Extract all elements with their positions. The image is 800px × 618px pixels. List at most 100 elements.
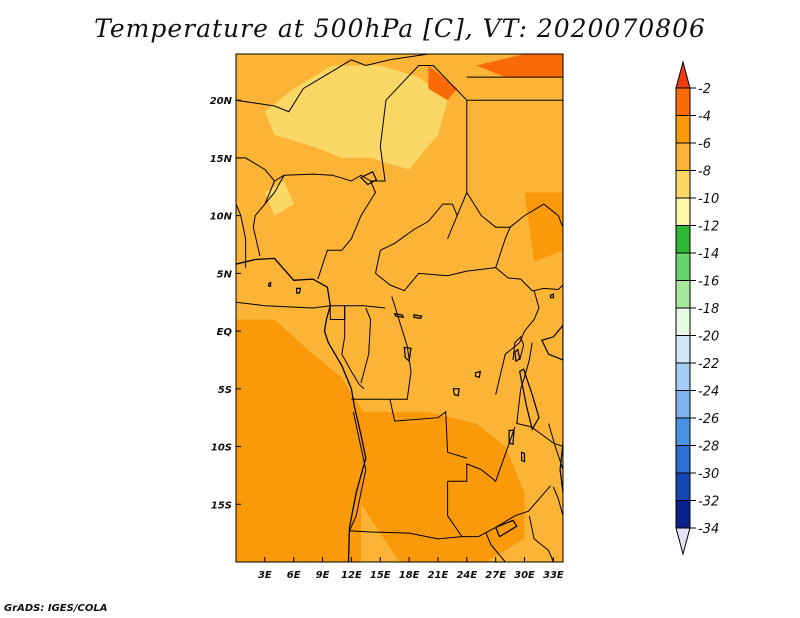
- lake-6: [296, 287, 302, 294]
- border-line-3: [264, 174, 285, 205]
- lat-tick-label: 10S: [211, 443, 232, 454]
- map-frame: [235, 53, 564, 563]
- lon-tick-label: 30E: [514, 570, 535, 581]
- colorbar-bottom-arrow: [675, 527, 691, 556]
- border-line-17: [447, 426, 516, 483]
- border-line-13: [375, 203, 458, 274]
- border-line-22: [466, 192, 511, 268]
- colorbar-box: [675, 362, 691, 391]
- border-line-30: [512, 335, 525, 361]
- colorbar-box: [675, 115, 691, 144]
- border-line-26: [552, 486, 563, 516]
- latitude-axis: 20N 15N 10N 5N EQ 5S 10S 15S: [210, 96, 241, 511]
- border-line-14: [389, 296, 412, 400]
- border-line-16: [348, 411, 479, 540]
- colorbar: -2 -4 -6 -8 -10 -12 -14 -16 -18 -20 -22 -24 -26 -28 -3…: [675, 60, 719, 556]
- lat-tick-label: 15N: [210, 154, 233, 165]
- coastlines: [236, 257, 367, 562]
- border-line-1: [370, 65, 468, 239]
- colorbar-label: -2: [698, 82, 711, 97]
- temperature-region-1: [264, 65, 448, 170]
- border-line-12: [375, 267, 496, 292]
- colorbar-label: -14: [698, 247, 719, 262]
- border-line-15: [351, 398, 467, 459]
- lake-13: [508, 429, 515, 445]
- lake-1: [514, 348, 521, 363]
- border-line-5: [236, 203, 247, 268]
- border-line-31: [528, 515, 554, 562]
- colorbar-box: [675, 280, 691, 309]
- colorbar-box: [675, 500, 691, 529]
- lake-11: [474, 370, 482, 379]
- lon-tick-label: 12E: [341, 570, 362, 581]
- lat-tick-label: 5S: [218, 385, 232, 396]
- lake-14: [520, 451, 526, 463]
- lon-tick-label: 9E: [316, 570, 330, 581]
- lake-9: [413, 314, 423, 320]
- border-line-24: [520, 342, 533, 389]
- colorbar-label: -10: [698, 192, 719, 207]
- lon-tick-label: 6E: [287, 570, 301, 581]
- colorbar-label: -8: [698, 165, 711, 180]
- lake-4: [494, 519, 518, 538]
- lake-3: [559, 443, 563, 493]
- temperature-region-10: [428, 65, 458, 101]
- colorbar-box: [675, 335, 691, 364]
- colorbar-label: -24: [698, 385, 719, 400]
- lon-tick-label: 18E: [399, 570, 420, 581]
- lake-8: [393, 313, 405, 318]
- temperature-region-2: [264, 181, 294, 216]
- lake-2: [540, 324, 563, 361]
- colorbar-box: [675, 472, 691, 501]
- lake-10: [403, 346, 412, 363]
- map-title: Temperature at 500hPa [C], VT: 202007080…: [94, 14, 706, 43]
- longitude-axis: 3E 6E 9E 12E 15E 18E 21E 24E 27E 30E 33E: [258, 557, 564, 581]
- country-borders: [236, 54, 563, 562]
- border-line-0: [236, 157, 371, 182]
- temperature-region-5: [322, 308, 361, 366]
- border-line-4: [317, 180, 377, 280]
- colorbar-label: -30: [698, 467, 719, 482]
- border-line-32: [485, 532, 506, 562]
- colorbar-label: -26: [698, 412, 719, 427]
- lon-tick-label: 21E: [428, 570, 449, 581]
- lake-5: [359, 170, 378, 186]
- border-line-7: [365, 54, 429, 66]
- lon-tick-label: 24E: [456, 570, 477, 581]
- temperature-region-7: [236, 319, 371, 562]
- lat-tick-label: 15S: [211, 500, 232, 511]
- colorbar-box: [675, 252, 691, 281]
- lon-tick-label: 33E: [543, 570, 564, 581]
- border-line-2: [252, 180, 275, 257]
- colorbar-label: -34: [698, 522, 719, 537]
- temperature-region-6: [505, 423, 554, 482]
- coastline-0: [236, 257, 367, 562]
- colorbar-box: [675, 307, 691, 336]
- border-line-10: [341, 305, 365, 390]
- border-line-21: [533, 284, 563, 292]
- lake-12: [452, 388, 460, 397]
- colorbar-box: [675, 417, 691, 446]
- temperature-region-11: [476, 54, 563, 78]
- colorbar-label: -12: [698, 220, 719, 235]
- colorbar-label: -4: [698, 110, 711, 125]
- border-line-18: [447, 481, 463, 537]
- colorbar-box: [675, 225, 691, 254]
- colorbar-label: -22: [698, 357, 719, 372]
- colorbar-box: [675, 87, 691, 116]
- lat-tick-label: 20N: [210, 96, 233, 107]
- colorbar-label: -16: [698, 275, 719, 290]
- colorbar-box: [675, 445, 691, 474]
- temperature-region-8: [351, 411, 525, 562]
- colorbar-box: [675, 390, 691, 419]
- lake-7: [268, 281, 272, 287]
- colorbar-box: [675, 170, 691, 199]
- lake-15: [549, 293, 555, 299]
- border-line-19: [478, 485, 551, 538]
- lake-0: [519, 368, 540, 431]
- lat-tick-label: EQ: [217, 327, 233, 338]
- temperature-fill-layer: [236, 54, 563, 562]
- temperature-region-4: [409, 273, 535, 401]
- colorbar-top-arrow: [675, 60, 691, 89]
